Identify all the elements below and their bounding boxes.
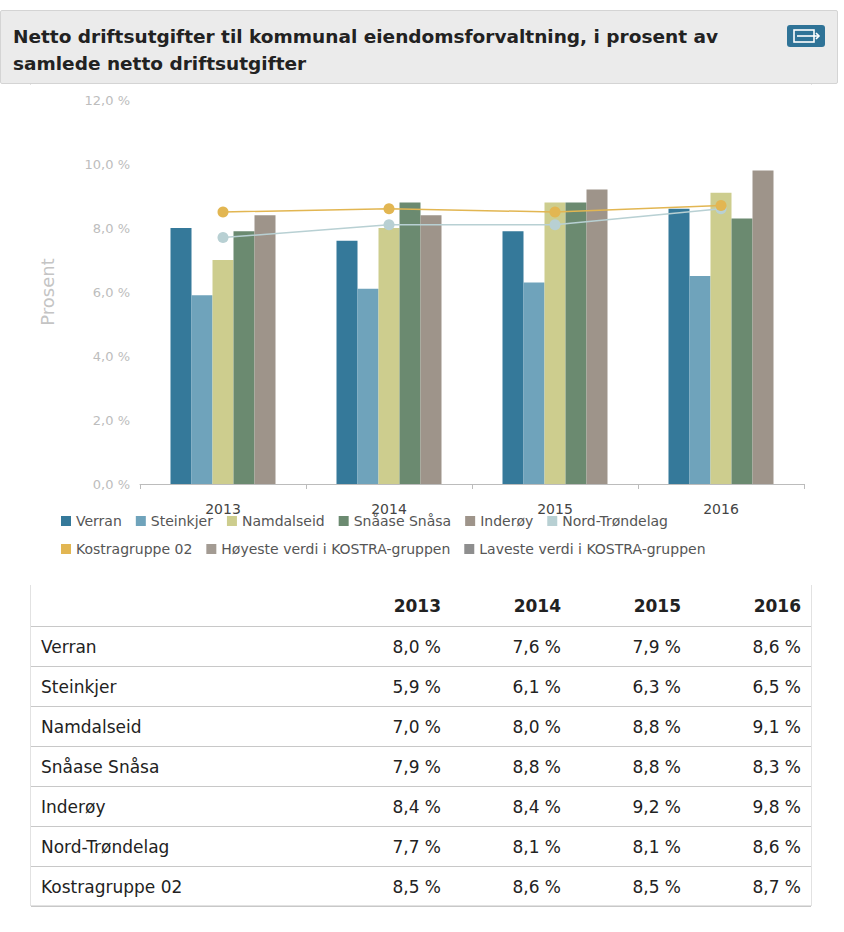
html-text:8,0 %: 8,0 %	[512, 716, 561, 737]
html-text:8,1 %: 8,1 %	[632, 836, 681, 857]
html-text:9,8 %: 9,8 %	[752, 796, 801, 817]
html-text:7,9 %: 7,9 %	[392, 756, 441, 777]
html-text:Snåase Snåsa: Snåase Snåsa	[41, 756, 160, 777]
svg-text:Nord-Trøndelag: Nord-Trøndelag	[562, 513, 668, 529]
html-text:9,1 %: 9,1 %	[752, 716, 801, 737]
html-text:8,4 %: 8,4 %	[392, 796, 441, 817]
svg-text:2013: 2013	[205, 501, 241, 517]
html-text:8,1 %: 8,1 %	[512, 836, 561, 857]
svg-text:2016: 2016	[703, 501, 739, 517]
html-text:2013: 2013	[393, 596, 441, 616]
svg-text:Laveste verdi i KOSTRA-gruppen: Laveste verdi i KOSTRA-gruppen	[479, 541, 705, 557]
html-text:8,6 %: 8,6 %	[512, 876, 561, 897]
html-text:2016: 2016	[753, 596, 801, 616]
html-text:8,8 %: 8,8 %	[512, 756, 561, 777]
html-text:8,8 %: 8,8 %	[632, 716, 681, 737]
html-text:7,6 %: 7,6 %	[512, 636, 561, 657]
html-text:8,0 %: 8,0 %	[392, 636, 441, 657]
html-text:Nord-Trøndelag: Nord-Trøndelag	[41, 836, 170, 857]
html-text:8,6 %: 8,6 %	[752, 836, 801, 857]
html-text:8,6 %: 8,6 %	[752, 636, 801, 657]
svg-text:Namdalseid: Namdalseid	[242, 513, 325, 529]
svg-text:10,0 %: 10,0 %	[85, 157, 130, 172]
svg-text:4,0 %: 4,0 %	[93, 349, 130, 364]
svg-text:Prosent: Prosent	[37, 258, 58, 325]
html-text:8,5 %: 8,5 %	[392, 876, 441, 897]
html-text:2015: 2015	[633, 596, 681, 616]
svg-text:2015: 2015	[537, 501, 573, 517]
html-text:8,3 %: 8,3 %	[752, 756, 801, 777]
html-text:Verran: Verran	[41, 636, 97, 657]
html-text:9,2 %: 9,2 %	[632, 796, 681, 817]
svg-text:12,0 %: 12,0 %	[85, 93, 130, 108]
html-text:6,1 %: 6,1 %	[512, 676, 561, 697]
html-text:2014: 2014	[513, 596, 561, 616]
svg-text:2014: 2014	[371, 501, 407, 517]
html-text:6,3 %: 6,3 %	[632, 676, 681, 697]
html-text:8,4 %: 8,4 %	[512, 796, 561, 817]
html-text:8,5 %: 8,5 %	[632, 876, 681, 897]
svg-text:Høyeste verdi i KOSTRA-gruppen: Høyeste verdi i KOSTRA-gruppen	[221, 541, 450, 557]
svg-text:0,0 %: 0,0 %	[93, 477, 130, 492]
svg-text:2,0 %: 2,0 %	[93, 413, 130, 428]
html-text:8,7 %: 8,7 %	[752, 876, 801, 897]
html-text:Inderøy: Inderøy	[41, 796, 106, 817]
html-text:7,0 %: 7,0 %	[392, 716, 441, 737]
svg-text:Steinkjer: Steinkjer	[151, 513, 213, 529]
svg-text:Verran: Verran	[76, 513, 122, 529]
html-text:Steinkjer: Steinkjer	[41, 676, 117, 697]
html-text:Netto driftsutgifter til kommu: Netto driftsutgifter til kommunal eiendo…	[13, 26, 718, 74]
html-text:8,8 %: 8,8 %	[632, 756, 681, 777]
html-text:Kostragruppe 02: Kostragruppe 02	[41, 876, 183, 897]
html-text:Namdalseid: Namdalseid	[41, 716, 142, 737]
svg-text:Kostragruppe 02: Kostragruppe 02	[76, 541, 192, 557]
svg-text:6,0 %: 6,0 %	[93, 285, 130, 300]
html-text:7,7 %: 7,7 %	[392, 836, 441, 857]
svg-text:8,0 %: 8,0 %	[93, 221, 130, 236]
html-text:5,9 %: 5,9 %	[392, 676, 441, 697]
html-text:7,9 %: 7,9 %	[632, 636, 681, 657]
svg-text:Snåase Snåsa: Snåase Snåsa	[354, 513, 452, 529]
svg-text:Inderøy: Inderøy	[480, 513, 533, 529]
html-text:6,5 %: 6,5 %	[752, 676, 801, 697]
